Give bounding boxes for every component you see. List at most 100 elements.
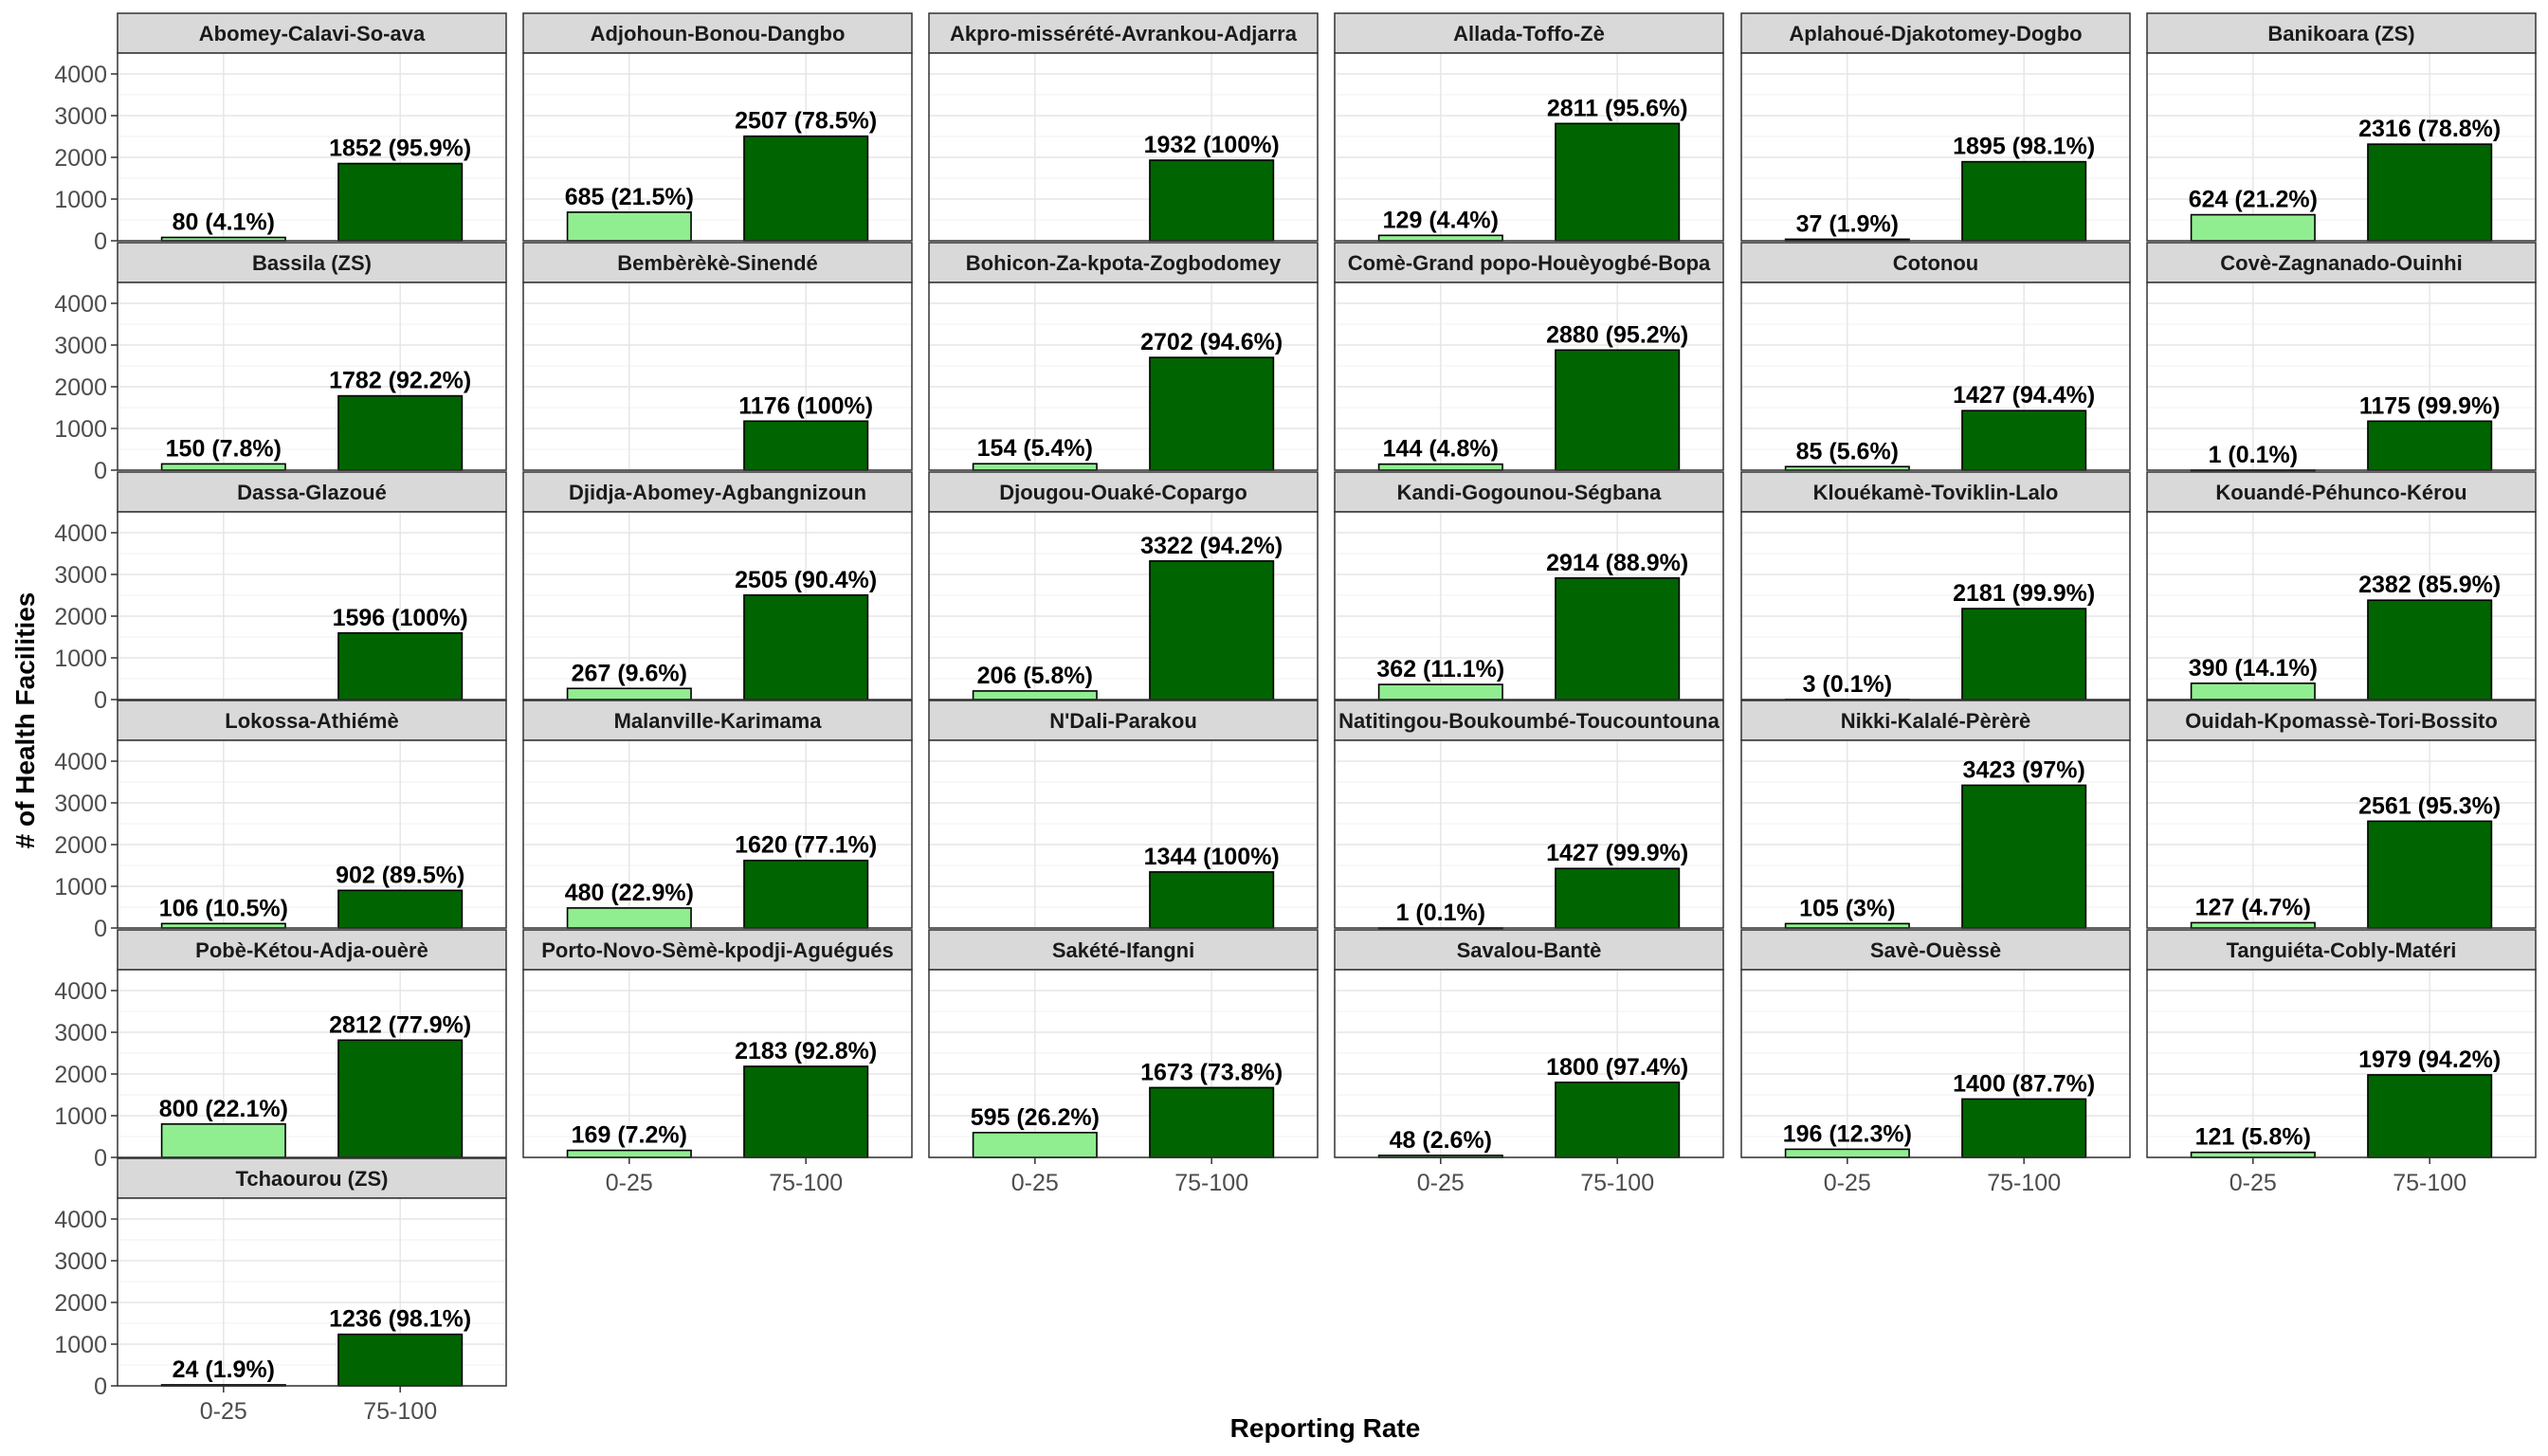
facet-strip <box>522 471 913 513</box>
y-tick-label: 1000 <box>54 646 107 672</box>
bar-75-100 <box>2367 1074 2493 1158</box>
bar-75-100 <box>1555 867 1681 929</box>
bar-label: 2914 (88.9%) <box>1546 550 1688 576</box>
panel-tchaourou-zs: Tchaourou (ZS) 24 (1.9%) 1236 (98.1%) 0 1000… <box>54 1157 507 1425</box>
facet-title: Bohicon-Za-kpota-Zogbodomey <box>966 251 1282 275</box>
bar-label: 196 (12.3%) <box>1783 1120 1912 1147</box>
y-tick-label: 4000 <box>54 62 107 88</box>
bar-label: 2181 (99.9%) <box>1953 580 2095 607</box>
panel-border <box>522 282 913 471</box>
bar-75-100 <box>743 859 869 929</box>
facet-strip <box>1334 929 1724 971</box>
panel-border <box>2146 969 2537 1158</box>
x-tick-label: 75-100 <box>2393 1170 2466 1196</box>
panel-border <box>928 969 1319 1158</box>
panel-djidja-abomey-agbangnizoun: Djidja-Abomey-Agbangnizoun 267 (9.6%) 2505… <box>522 471 913 701</box>
bar-75-100 <box>337 394 464 471</box>
bar-label: 2507 (78.5%) <box>735 108 877 135</box>
bar-0-25 <box>2190 921 2316 929</box>
bar-75-100 <box>1555 1082 1681 1158</box>
facet-strip <box>928 929 1319 971</box>
bar-75-100 <box>2367 820 2493 929</box>
y-tick-label: 2000 <box>54 832 107 859</box>
panel-border <box>928 282 1319 471</box>
facet-strip <box>522 242 913 283</box>
bar-label: 121 (5.8%) <box>2195 1124 2311 1151</box>
facet-title: Savè-Ouèssè <box>1870 938 2001 962</box>
panel-border <box>117 969 507 1158</box>
panel-border <box>117 282 507 471</box>
panel-kandi-gogounou-segbana: Kandi-Gogounou-Ségbana 362 (11.1%) 2914 (8… <box>1334 471 1724 701</box>
panel-border <box>2146 511 2537 701</box>
facet-title: Abomey-Calavi-So-ava <box>199 22 426 46</box>
bar-0-25 <box>566 907 692 929</box>
panel-border <box>1334 52 1724 242</box>
facet-strip <box>928 242 1319 283</box>
y-tick-label: 4000 <box>54 1207 107 1233</box>
y-tick-label: 4000 <box>54 978 107 1005</box>
facet-title: Lokossa-Athiémè <box>225 709 398 733</box>
bar-label: 1895 (98.1%) <box>1953 134 2095 160</box>
bar-75-100 <box>743 1065 869 1158</box>
panel-savalou-bante: Savalou-Bantè 48 (2.6%) 1800 (97.4%) 0-25 75… <box>1334 929 1724 1196</box>
facet-title: Djidja-Abomey-Agbangnizoun <box>569 481 866 504</box>
bar-label: 37 (1.9%) <box>1796 210 1899 237</box>
panel-sakete-ifangni: Sakété-Ifangni 595 (26.2%) 1673 (73.8%) 0-2… <box>928 929 1319 1196</box>
panel-border <box>2146 52 2537 242</box>
bar-label: 1852 (95.9%) <box>329 136 471 162</box>
facet-strip <box>117 700 507 741</box>
bar-label: 105 (3%) <box>1799 895 1895 921</box>
bar-75-100 <box>1149 159 1275 242</box>
y-tick-label: 0 <box>94 916 107 942</box>
facet-strip <box>1334 12 1724 54</box>
y-tick-label: 3000 <box>54 1020 107 1046</box>
bar-label: 1673 (73.8%) <box>1140 1059 1283 1085</box>
y-tick-label: 2000 <box>54 145 107 172</box>
facet-title: Akpro-missérété-Avrankou-Adjarra <box>950 22 1298 46</box>
bar-label: 24 (1.9%) <box>173 1356 275 1383</box>
panel-kouande-pehunco-kerou: Kouandé-Péhunco-Kérou 390 (14.1%) 2382 (85… <box>2146 471 2537 701</box>
facet-strip <box>522 700 913 741</box>
panel-come-grand-popo-houeyogbe-bopa: Comè-Grand popo-Houèyogbé-Bopa 144 (4.8%)… <box>1334 242 1724 471</box>
x-tick-label: 75-100 <box>1987 1170 2061 1196</box>
panel-bohicon-za-kpota-zogbodomey: Bohicon-Za-kpota-Zogbodomey 154 (5.4%) 270… <box>928 242 1319 471</box>
bar-label: 2505 (90.4%) <box>735 567 877 593</box>
panel-border <box>117 739 507 929</box>
y-tick-label: 2000 <box>54 1062 107 1088</box>
facet-strip <box>1334 471 1724 513</box>
panel-dassa-glazoue: Dassa-Glazoué 1596 (100%) 0 1000 2000 3000 400… <box>54 471 507 714</box>
bar-label: 2382 (85.9%) <box>2358 572 2501 598</box>
bar-75-100 <box>1555 576 1681 701</box>
bar-label: 1400 (87.7%) <box>1953 1070 2095 1097</box>
facet-title: N'Dali-Parakou <box>1049 709 1197 733</box>
y-tick-label: 0 <box>94 228 107 255</box>
bar-label: 624 (21.2%) <box>2189 187 2318 213</box>
bar-label: 1 (0.1%) <box>1396 900 1485 926</box>
bar-label: 154 (5.4%) <box>977 435 1093 462</box>
y-tick-label: 1000 <box>54 874 107 901</box>
x-tick-label: 75-100 <box>1174 1170 1248 1196</box>
y-tick-label: 0 <box>94 687 107 714</box>
bar-0-25 <box>566 687 692 701</box>
panel-border <box>1334 511 1724 701</box>
y-tick-label: 2000 <box>54 1290 107 1317</box>
facet-strip <box>117 242 507 283</box>
y-tick-label: 3000 <box>54 333 107 359</box>
y-tick-label: 0 <box>94 1374 107 1400</box>
bar-label: 48 (2.6%) <box>1390 1127 1492 1154</box>
bar-label: 3 (0.1%) <box>1803 671 1892 698</box>
panel-border <box>1334 969 1724 1158</box>
panel-klouekame-toviklin-lalo: Klouékamè-Toviklin-Lalo 3 (0.1%) 2181 (99.… <box>1740 471 2131 701</box>
x-tick-label: 75-100 <box>1580 1170 1654 1196</box>
facet-title: Porto-Novo-Sèmè-kpodji-Aguégués <box>541 938 894 962</box>
y-tick-label: 1000 <box>54 187 107 213</box>
bar-0-25 <box>160 463 286 471</box>
facet-title: Bembèrèkè-Sinendé <box>617 251 818 275</box>
x-tick-label: 0-25 <box>1417 1170 1465 1196</box>
bar-75-100 <box>337 1039 464 1158</box>
facet-title: Sakété-Ifangni <box>1052 938 1194 962</box>
bar-75-100 <box>337 631 464 701</box>
panel-save-ouesse: Savè-Ouèssè 196 (12.3%) 1400 (87.7%) 0-25 75… <box>1740 929 2131 1196</box>
